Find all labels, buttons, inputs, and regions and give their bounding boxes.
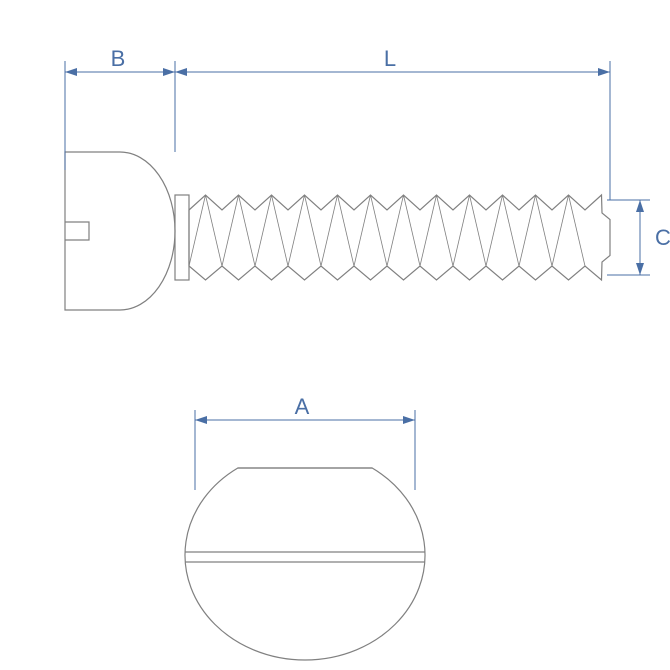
screw-head-side	[65, 152, 175, 310]
dimension-label-c: C	[655, 225, 670, 250]
screw-head-top	[185, 468, 425, 660]
slot-side	[65, 222, 89, 240]
dimension-label-l: L	[384, 46, 396, 71]
thread-outline	[189, 195, 610, 280]
screw-top-view	[185, 468, 425, 660]
screw-side-view	[65, 152, 610, 310]
dimension-label-b: B	[111, 46, 126, 71]
technical-drawing: B L C A	[0, 0, 670, 670]
dimension-label-a: A	[295, 394, 310, 419]
